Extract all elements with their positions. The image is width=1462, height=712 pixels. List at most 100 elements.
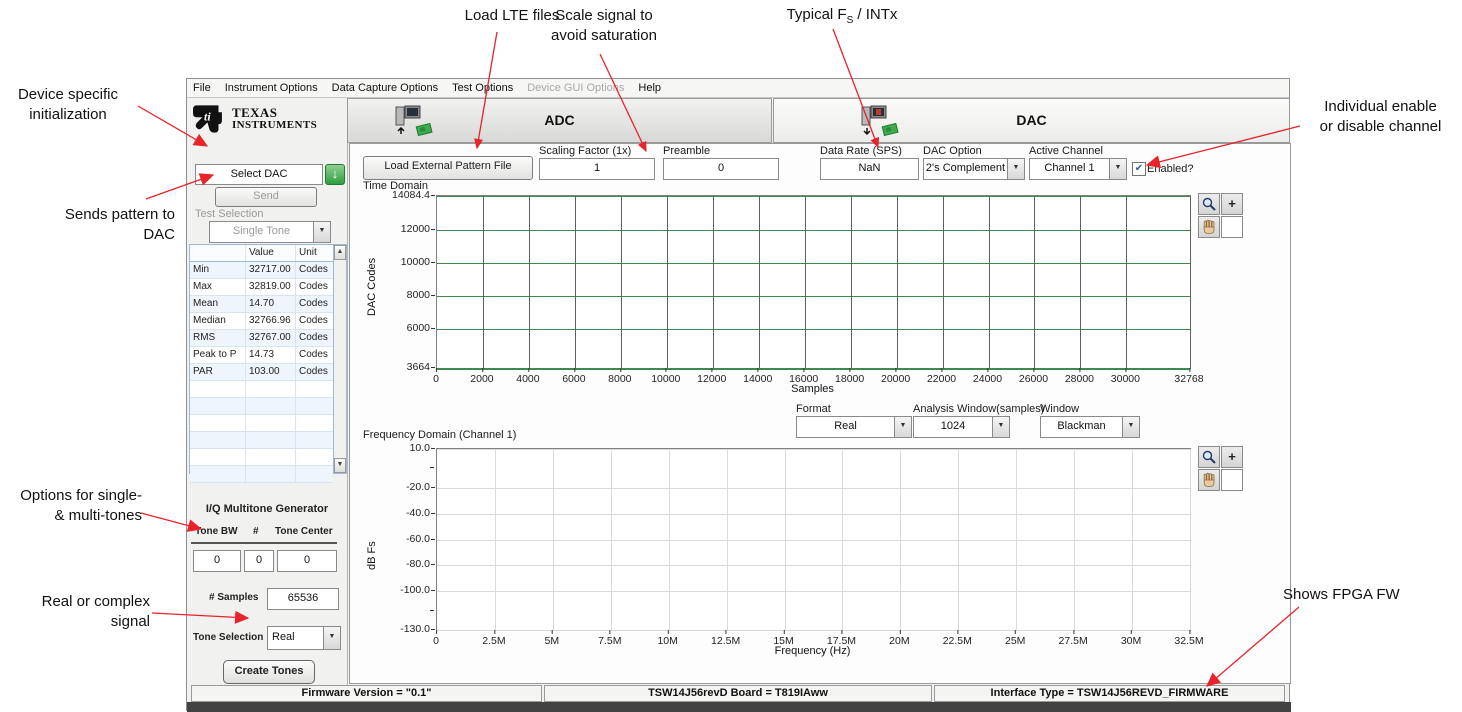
table-row: Median 32766.96 Codes [190, 313, 333, 330]
frequency-domain-plot[interactable] [436, 448, 1191, 631]
ti-logo-line1: Texas [232, 105, 278, 120]
format-label: Format [796, 403, 831, 415]
preamble-input[interactable]: 0 [663, 158, 779, 180]
load-external-pattern-button[interactable]: Load External Pattern File [363, 156, 533, 180]
cursor-tool-button[interactable]: + [1221, 193, 1243, 215]
scaling-factor-label: Scaling Factor (1x) [539, 145, 632, 157]
scroll-up-icon[interactable]: ▲ [334, 245, 346, 260]
header-value[interactable]: Value [246, 245, 296, 261]
annotation-options-tones: Options for single- & multi-tones [20, 487, 142, 524]
table-row-empty [190, 432, 333, 449]
magnifier-icon [1202, 450, 1216, 464]
pan-tool-button[interactable] [1198, 469, 1220, 491]
hand-icon [1203, 472, 1215, 487]
create-tones-button[interactable]: Create Tones [223, 660, 315, 684]
dropdown-arrow-icon[interactable]: ▼ [1122, 417, 1139, 437]
analysis-window-label: Analysis Window(samples) [913, 403, 1045, 415]
preamble-label: Preamble [663, 145, 711, 157]
send-button[interactable]: Send [215, 187, 317, 207]
dropdown-arrow-icon[interactable]: ▼ [1007, 159, 1024, 179]
analysis-window-value: 1024 [940, 420, 966, 432]
dac-option-label: DAC Option [923, 145, 982, 157]
header-unit[interactable]: Unit [299, 247, 317, 258]
tone-bw-label: Tone BW [195, 526, 238, 537]
zoom-tool-button[interactable] [1198, 193, 1220, 215]
dac-option-value: 2's Complement [925, 162, 1006, 174]
frequency-domain-title: Frequency Domain (Channel 1) [363, 429, 517, 441]
tone-bw-input[interactable]: 0 [193, 550, 241, 572]
analysis-window-dropdown[interactable]: 1024 ▼ [913, 416, 1010, 438]
samples-input[interactable]: 65536 [267, 588, 339, 610]
table-row-empty [190, 381, 333, 398]
time-chart-tools: + [1198, 193, 1246, 241]
tone-header-rule [191, 542, 337, 544]
tab-dac-label: DAC [1016, 112, 1047, 128]
time-domain-yaxis: 14084.4 12000 10000 8000 6000 3664 [392, 189, 436, 373]
download-firmware-button[interactable]: ↓ [325, 164, 345, 185]
status-interface-type: Interface Type = TSW14J56REVD_FIRMWARE [934, 685, 1285, 702]
frequency-domain-ylabel: dB Fs [366, 541, 378, 570]
tone-count-input[interactable]: 0 [244, 550, 274, 572]
time-domain-xlabel: Samples [791, 383, 834, 395]
table-scrollbar[interactable]: ▲ ▼ [333, 245, 346, 473]
tone-center-input[interactable]: 0 [277, 550, 337, 572]
dac-option-dropdown[interactable]: 2's Complement ▼ [923, 158, 1025, 180]
frequency-domain-xlabel: Frequency (Hz) [774, 645, 851, 657]
tab-adc[interactable]: ADC [347, 98, 772, 143]
test-selection-label: Test Selection [195, 208, 264, 220]
tab-dac[interactable]: DAC [773, 98, 1290, 143]
test-selection-dropdown[interactable]: Single Tone ▼ [209, 221, 331, 243]
table-row: Mean 14.70 Codes [190, 296, 333, 313]
stats-table: Value Unit Min 32717.00 Codes Max 32819.00 C… [189, 244, 347, 483]
menu-help[interactable]: Help [638, 82, 662, 94]
ti-bug-icon: ti [193, 105, 222, 133]
menu-device-gui-options: Device GUI Options [527, 82, 625, 94]
menu-file[interactable]: File [193, 82, 211, 94]
time-domain-ylabel: DAC Codes [366, 257, 378, 316]
scaling-factor-input[interactable]: 1 [539, 158, 655, 180]
ti-logo: ti Texas Instruments [193, 102, 317, 136]
hand-icon [1203, 219, 1215, 234]
dropdown-arrow-icon[interactable]: ▼ [992, 417, 1009, 437]
multitone-title: I/Q Multitone Generator [205, 503, 329, 515]
status-board: TSW14J56revD Board = T819IAww [544, 685, 932, 702]
select-dac-field[interactable]: Select DAC [195, 164, 323, 185]
dropdown-arrow-icon[interactable]: ▼ [1109, 159, 1126, 179]
dropdown-arrow-icon[interactable]: ▼ [313, 222, 330, 242]
scroll-down-icon[interactable]: ▼ [334, 458, 346, 473]
time-domain-xaxis: 0 2000 4000 6000 8000 10000 12000 14000 16000 180… [433, 368, 1204, 385]
table-row: PAR 103.00 Codes [190, 364, 333, 381]
menu-data-capture-options[interactable]: Data Capture Options [331, 82, 439, 94]
tone-selection-value: Real [272, 631, 295, 643]
annotation-sends-pattern: Sends pattern to DAC [64, 206, 175, 243]
tone-selection-dropdown[interactable]: Real ▼ [267, 626, 341, 650]
adc-tab-icon [395, 105, 433, 137]
window-dropdown[interactable]: Blackman ▼ [1040, 416, 1140, 438]
zoom-tool-button[interactable] [1198, 446, 1220, 468]
frequency-domain-yaxis: 10.0 -20.0 -40.0 -60.0 -80.0 -100.0 -130.0 [383, 442, 436, 635]
annotation-real-complex: Real or complex signal [41, 593, 150, 630]
test-selection-value: Single Tone [232, 225, 291, 237]
format-dropdown[interactable]: Real ▼ [796, 416, 912, 438]
left-panel: ti Texas Instruments Select DAC ↓ Send T… [187, 98, 348, 686]
time-domain-plot[interactable] [436, 195, 1191, 370]
annotation-individual-enable: Individual enable or disable channel [1319, 98, 1442, 135]
menu-test-options[interactable]: Test Options [452, 82, 514, 94]
stats-table-body: Value Unit Min 32717.00 Codes Max 32819.00 C… [190, 245, 333, 483]
app-window: File Instrument Options Data Capture Opt… [186, 78, 1291, 712]
samples-label: # Samples [209, 592, 259, 603]
enabled-label: Enabled? [1147, 163, 1194, 175]
active-channel-dropdown[interactable]: Channel 1 ▼ [1029, 158, 1127, 180]
dropdown-arrow-icon[interactable]: ▼ [323, 627, 340, 649]
header-blank [190, 245, 246, 261]
menu-instrument-options[interactable]: Instrument Options [224, 82, 318, 94]
annotation-device-init: Device specific initialization [17, 86, 119, 123]
menu-bar: File Instrument Options Data Capture Opt… [187, 79, 1289, 98]
annotation-load-lte: Load LTE files [464, 7, 560, 24]
pan-tool-button[interactable] [1198, 216, 1220, 238]
enabled-checkbox[interactable]: ✔ [1132, 162, 1146, 176]
data-rate-input[interactable]: NaN [820, 158, 919, 180]
dropdown-arrow-icon[interactable]: ▼ [894, 417, 911, 437]
cursor-tool-button[interactable]: + [1221, 446, 1243, 468]
tone-selection-label: Tone Selection [193, 632, 264, 643]
